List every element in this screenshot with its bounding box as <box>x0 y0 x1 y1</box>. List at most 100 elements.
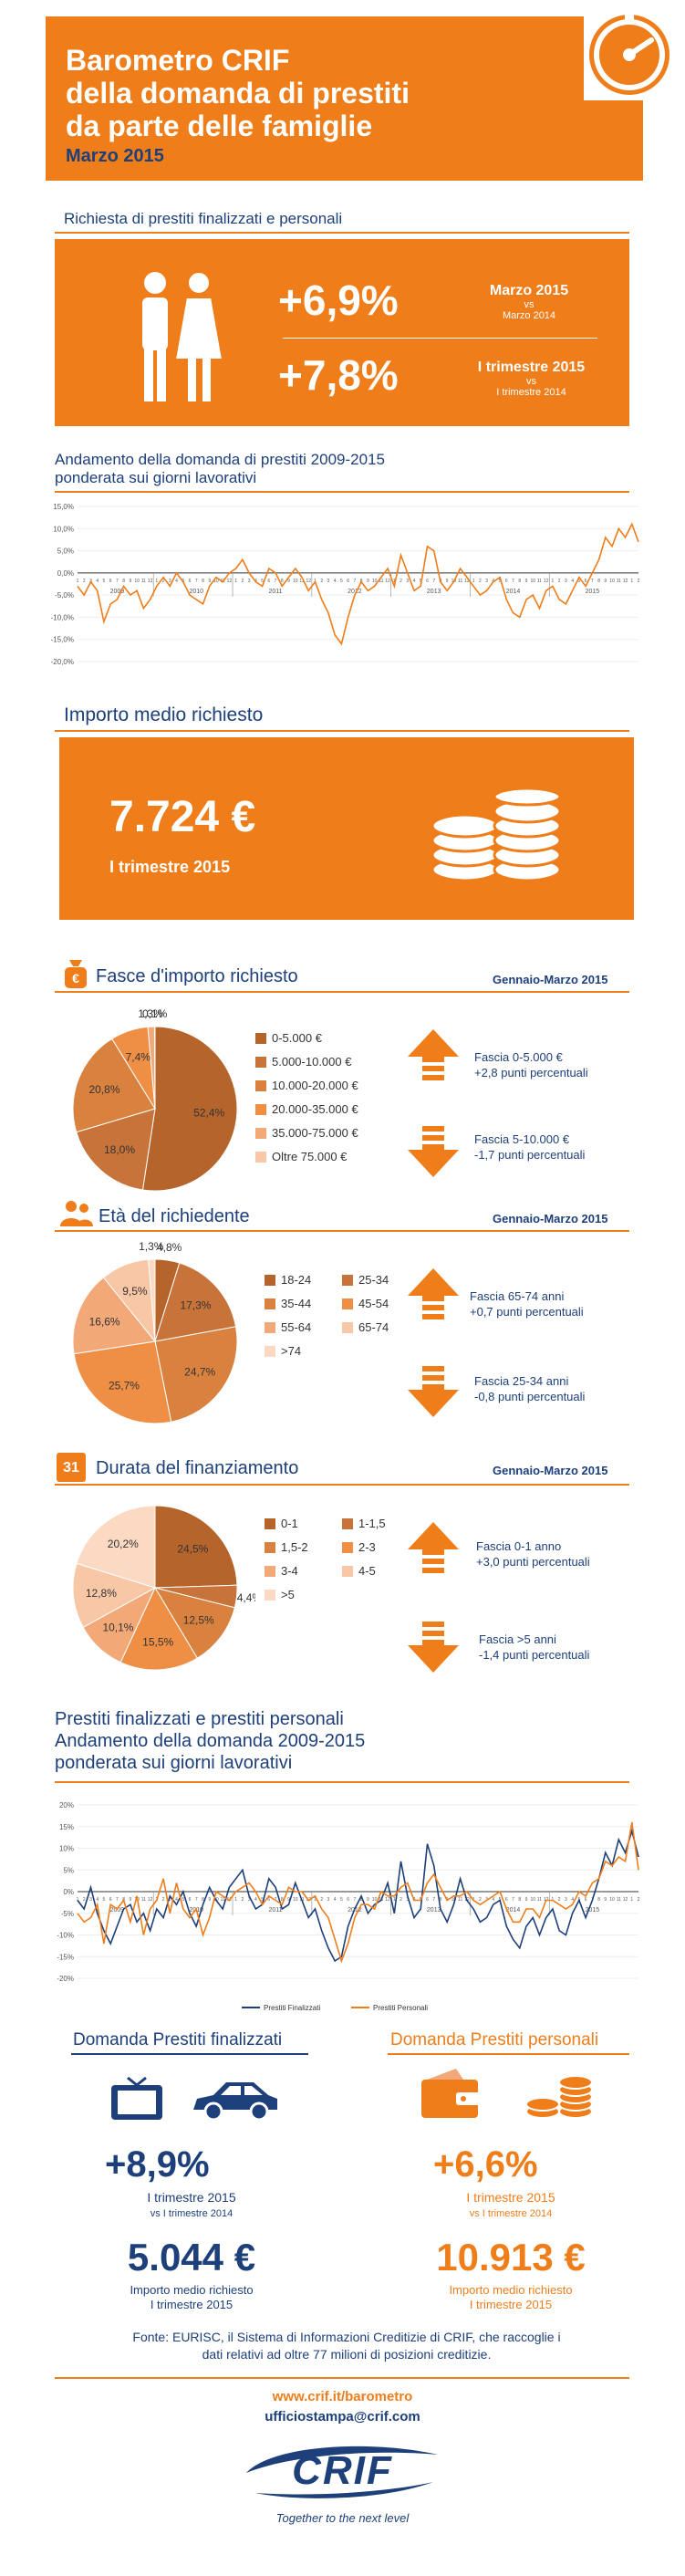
legend-item: 35.000-75.000 € <box>255 1126 358 1140</box>
legend-item: 1-1,5 <box>342 1517 386 1530</box>
left-amount: 5.044 € <box>127 2236 256 2279</box>
source-line-1: Fonte: EURISC, il Sistema di Informazion… <box>132 2330 561 2344</box>
tv-icon <box>111 2076 162 2120</box>
x-tick-label: 11 <box>458 579 462 584</box>
x-tick-label: 2 <box>479 1897 482 1903</box>
x-tick-label: 6 <box>347 579 349 584</box>
x-tick-label: 9 <box>604 1897 607 1903</box>
durata-note-down-line-2: -1,4 punti percentuali <box>479 1648 590 1662</box>
eta-note-down: Fascia 25-34 anni -0,8 punti percentuali <box>474 1373 585 1404</box>
andamento-line-chart: 15,0% 10,0% 5,0% 0,0% -5,0% -10,0% -15,0% -20,0… <box>51 503 640 666</box>
x-tick-label: 12 <box>148 1897 153 1903</box>
year-label: 2012 <box>348 589 362 595</box>
x-tick-label: 7 <box>195 1897 198 1903</box>
header-title-line-1: Barometro CRIF <box>66 44 290 77</box>
legend-swatch <box>255 1032 266 1044</box>
year-label: 2011 <box>269 1907 283 1914</box>
x-tick-label: 8 <box>518 1897 521 1903</box>
x-tick-label: 8 <box>281 579 284 584</box>
legend-label: 1,5-2 <box>281 1540 308 1554</box>
legend-swatch <box>265 1517 275 1529</box>
x-tick-label: 9 <box>129 1897 131 1903</box>
pie-slice <box>154 1505 238 1589</box>
x-tick-label: 6 <box>267 579 270 584</box>
crif-logo-swoosh-icon <box>246 2446 438 2498</box>
y-tick-label: 15% <box>59 1823 74 1831</box>
x-tick-label: 1 <box>393 579 396 584</box>
x-tick-label: 4 <box>571 579 574 584</box>
x-tick-label: 12 <box>148 579 153 584</box>
pie-data-label: 20,2% <box>108 1538 139 1550</box>
header-title-line-2: della domanda di prestiti <box>66 77 410 110</box>
footer-url[interactable]: www.crif.it/barometro <box>272 2389 413 2404</box>
left-stats-title: Domanda Prestiti finalizzati <box>73 2030 283 2049</box>
year-label: 2009 <box>110 1907 125 1914</box>
legend-label: 25-34 <box>358 1273 389 1287</box>
x-tick-label: 1 <box>552 579 555 584</box>
x-tick-label: 7 <box>591 579 594 584</box>
x-tick-label: 11 <box>141 579 146 584</box>
x-tick-label: 2 <box>320 579 323 584</box>
left-value: +8,9% <box>105 2144 210 2185</box>
pie-slice <box>153 1587 235 1659</box>
series-line-1 <box>77 522 639 646</box>
x-tick-label: 6 <box>267 1897 270 1903</box>
stat1-label: Marzo 2015 <box>489 283 569 298</box>
year-label: 2009 <box>110 589 125 595</box>
x-tick-label: 10 <box>451 1897 457 1903</box>
pie-data-label: 4,8% <box>157 1241 182 1254</box>
x-tick-label: 2 <box>400 1897 402 1903</box>
arrow-down-icon <box>408 1622 459 1673</box>
x-tick-label: 3 <box>485 579 488 584</box>
x-tick-label: 1 <box>630 1897 633 1903</box>
finalizzati-rule <box>55 1781 629 1783</box>
legend-label: >5 <box>281 1588 295 1601</box>
x-tick-label: 11 <box>458 1897 462 1903</box>
legend-item: 4-5 <box>342 1564 376 1578</box>
durata-title: Durata del finanziamento <box>96 1458 299 1478</box>
stat2-vs: vs <box>526 376 536 387</box>
x-tick-label: 3 <box>327 1897 330 1903</box>
richiesta-rule <box>55 232 629 234</box>
year-label: 2013 <box>427 1907 441 1914</box>
y-tick-label: 0,0% <box>57 569 74 578</box>
x-tick-label: 10 <box>609 579 615 584</box>
right-amount-label-2: I trimestre 2015 <box>469 2298 553 2311</box>
footer-email[interactable]: ufficiostampa@crif.com <box>265 2409 420 2425</box>
legend-swatch <box>265 1541 275 1553</box>
pie-slice <box>153 1026 156 1110</box>
source-note: Fonte: EURISC, il Sistema di Informazion… <box>55 2329 638 2363</box>
stat2-value: +7,8% <box>278 351 399 399</box>
pie-slice <box>72 1562 157 1629</box>
andamento-rule <box>55 491 629 493</box>
fasce-legend: 0-5.000 € 5.000-10.000 € 10.000-20.000 € 20… <box>255 1031 420 1177</box>
y-tick-label: 20% <box>59 1801 74 1809</box>
x-tick-label: 4 <box>334 579 337 584</box>
y-tick-label: -20% <box>57 1975 74 1983</box>
fasce-note-down-line-1: Fascia 5-10.000 € <box>474 1132 570 1146</box>
x-tick-label: 7 <box>116 579 119 584</box>
money-bag-icon: € <box>65 960 87 988</box>
x-tick-label: 7 <box>353 579 356 584</box>
x-tick-label: 3 <box>406 1897 409 1903</box>
x-tick-label: 5 <box>340 579 343 584</box>
left-amount-label: Importo medio richiesto I trimestre 2015 <box>73 2283 310 2312</box>
durata-pie-chart: 24,5% 4,4% 12,5% 15,5% 10,1% 12,8% 20,2% <box>72 1505 255 1671</box>
y-tick-label: 15,0% <box>53 503 74 511</box>
pie-data-label: 17,3% <box>180 1299 211 1312</box>
x-tick-label: 10 <box>372 579 378 584</box>
x-tick-label: 8 <box>281 1897 284 1903</box>
right-value: +6,6% <box>433 2144 538 2185</box>
y-tick-label: 10% <box>59 1845 74 1853</box>
x-tick-label: 12 <box>464 579 470 584</box>
andamento-title-line-2: ponderata sui giorni lavorativi <box>55 469 257 486</box>
legend-label: Prestiti Finalizzati <box>264 2004 320 2012</box>
legend-label: 20.000-35.000 € <box>272 1102 358 1116</box>
legend-swatch <box>255 1079 266 1091</box>
stat1-ref: Marzo 2014 <box>502 310 556 321</box>
legend-item: 2-3 <box>342 1540 376 1554</box>
x-tick-label: 12 <box>227 579 233 584</box>
x-tick-label: 8 <box>360 1897 363 1903</box>
legend-label: 55-64 <box>281 1320 312 1334</box>
finalizzati-line-chart: 20%15%10%5%0%-5%-10%-15%-20%1 2 3 4 5 6 7 8 9 10 1… <box>57 1801 639 2012</box>
